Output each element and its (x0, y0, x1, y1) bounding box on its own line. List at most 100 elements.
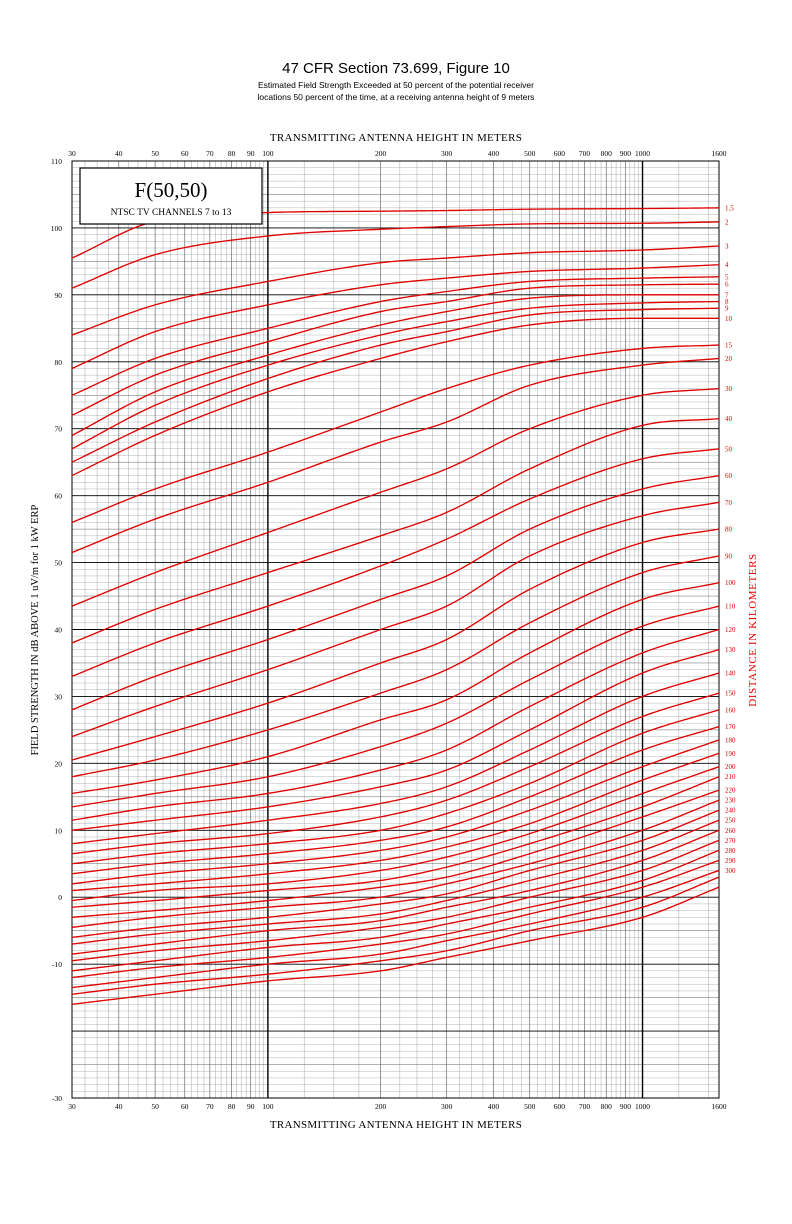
curve-label-170: 170 (725, 723, 736, 731)
x-tick-top-0: 30 (68, 149, 76, 158)
curve-210 (71, 776, 720, 908)
curve-4 (71, 264, 720, 370)
curve-110 (71, 605, 720, 808)
curve-10 (71, 317, 719, 477)
x-tick-bottom-14: 800 (601, 1102, 613, 1111)
curve-label-230: 230 (725, 797, 736, 805)
curve-label-210: 210 (725, 773, 736, 781)
curve-80 (71, 528, 720, 761)
curve-label-50: 50 (725, 445, 733, 453)
y-tick-5: 60 (55, 492, 63, 501)
y-tick-2: 90 (55, 291, 63, 300)
curve-label-6: 6 (725, 281, 729, 289)
x-tick-bottom-5: 80 (228, 1102, 236, 1111)
curve-190 (71, 752, 720, 892)
curve-label-5: 5 (725, 273, 729, 281)
curve-230 (71, 799, 720, 929)
curve-label-260: 260 (725, 827, 736, 835)
curve-label-110: 110 (725, 603, 736, 611)
curve-labels: 1.5 2 3 4 56 789 10 15 20 30 40 50 60 70 80 90 100 110 120… (725, 204, 736, 875)
y-axis-label: FIELD STRENGTH IN dB ABOVE 1 uV/m for 1 … (30, 505, 41, 756)
curve-label-140: 140 (725, 670, 736, 678)
curve-label-3: 3 (725, 242, 729, 250)
x-tick-bottom-0: 30 (68, 1102, 76, 1111)
curve-270 (71, 839, 720, 962)
curve-label-280: 280 (725, 847, 736, 855)
curve-label-40: 40 (725, 415, 733, 423)
curve-label-100: 100 (725, 579, 736, 587)
curve-170 (71, 725, 720, 875)
x-tick-top-15: 900 (620, 149, 632, 158)
x-tick-top-1: 40 (115, 149, 123, 158)
x-tick-bottom-6: 90 (247, 1102, 255, 1111)
x-tick-top-8: 200 (375, 149, 387, 158)
curve-100 (71, 581, 720, 795)
curve-260 (71, 829, 720, 955)
y2-axis-label: DISTANCE IN KILOMETERS (747, 553, 759, 706)
curve-label-180: 180 (725, 736, 736, 744)
curve-140 (71, 672, 720, 845)
x-tick-top-4: 70 (206, 149, 214, 158)
y-tick-1: 100 (51, 224, 63, 233)
y-tick-9: 20 (55, 759, 63, 768)
page-title: 47 CFR Section 73.699, Figure 10 (282, 60, 510, 77)
x-tick-top-14: 800 (601, 149, 613, 158)
x-tick-bottom-4: 70 (206, 1102, 214, 1111)
curve-290 (71, 859, 720, 979)
curve-160 (71, 709, 720, 865)
curve-180 (71, 739, 720, 885)
page-subtitle-line-1: Estimated Field Strength Exceeded at 50 … (258, 80, 534, 90)
curve-label-10: 10 (725, 315, 733, 323)
x-tick-bottom-13: 700 (579, 1102, 591, 1111)
x-tick-top-5: 80 (228, 149, 236, 158)
curve-120 (71, 628, 720, 821)
curve-70 (71, 501, 720, 738)
x-tick-top-12: 600 (554, 149, 566, 158)
curve-label-150: 150 (725, 690, 736, 698)
curve-130 (71, 648, 720, 831)
curve-label-160: 160 (725, 706, 736, 714)
x-tick-bottom-8: 200 (375, 1102, 387, 1111)
x-tick-bottom-11: 500 (524, 1102, 536, 1111)
curve-label-2: 2 (725, 218, 729, 226)
curve-label-20: 20 (725, 355, 733, 363)
x-tick-bottom-10: 400 (488, 1102, 500, 1111)
x-tick-top-11: 500 (524, 149, 536, 158)
curve-label-200: 200 (725, 763, 736, 771)
curve-3 (71, 245, 720, 336)
curves (71, 207, 720, 1005)
curve-label-290: 290 (725, 857, 736, 865)
x-tick-top-2: 50 (151, 149, 159, 158)
x-axis-label-bottom: TRANSMITTING ANTENNA HEIGHT IN METERS (270, 1119, 522, 1131)
curve-15 (71, 344, 720, 524)
curve-250 (71, 819, 720, 945)
y-tick-13: -30 (52, 1094, 62, 1103)
curve-label-250: 250 (725, 817, 736, 825)
y-tick-6: 50 (55, 559, 63, 568)
x-tick-top-16: 1000 (635, 149, 650, 158)
curve-label-1.5: 1.5 (725, 204, 734, 212)
x-tick-bottom-16: 1000 (635, 1102, 650, 1111)
curve-label-70: 70 (725, 499, 733, 507)
x-tick-bottom-2: 50 (151, 1102, 159, 1111)
curve-6 (71, 283, 720, 416)
curve-label-4: 4 (725, 261, 729, 269)
curve-unlabeled-40 (71, 876, 720, 995)
curve-label-130: 130 (725, 646, 736, 654)
curve-label-240: 240 (725, 807, 736, 815)
x-tick-top-3: 60 (181, 149, 189, 158)
page-subtitle-line-2: locations 50 percent of the time, at a r… (257, 92, 535, 102)
curve-90 (71, 555, 720, 778)
x-tick-bottom-12: 600 (554, 1102, 566, 1111)
x-tick-labels-bottom: 30 40 50 60 70 80 90 100 200 300 400 500 600 700 800 90… (68, 1102, 727, 1111)
curve-2 (71, 221, 720, 289)
curve-label-270: 270 (725, 837, 736, 845)
curve-40 (71, 418, 720, 644)
curve-unlabeled-41 (71, 886, 720, 1005)
x-tick-bottom-17: 1600 (712, 1102, 727, 1111)
curve-5 (71, 276, 720, 396)
curve-240 (71, 809, 720, 939)
curve-150 (71, 692, 720, 855)
